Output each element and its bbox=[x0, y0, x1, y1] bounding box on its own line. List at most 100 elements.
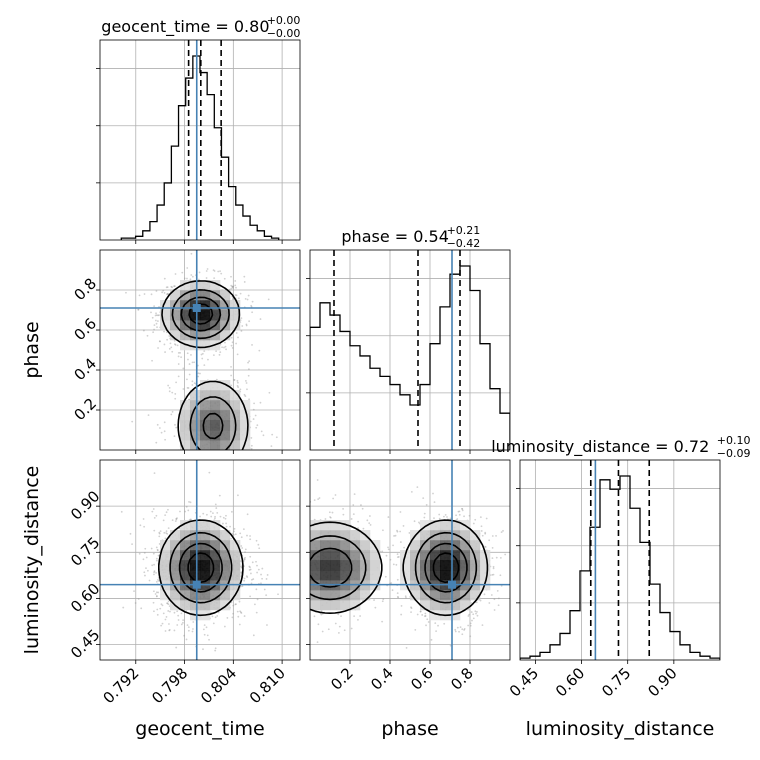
sample-point bbox=[199, 515, 201, 518]
sample-point bbox=[285, 629, 287, 631]
sample-point bbox=[381, 550, 384, 553]
density-cell bbox=[190, 410, 201, 421]
sample-point bbox=[458, 510, 461, 513]
sample-point bbox=[167, 508, 169, 511]
sample-point bbox=[285, 582, 287, 584]
sample-point bbox=[455, 514, 458, 517]
sample-point bbox=[240, 330, 243, 332]
sample-point bbox=[180, 623, 183, 626]
sample-point bbox=[155, 546, 158, 549]
density-cell bbox=[210, 520, 221, 531]
sample-point bbox=[359, 615, 362, 617]
density-cell bbox=[460, 560, 471, 571]
sample-point bbox=[255, 426, 258, 429]
sample-point bbox=[155, 559, 158, 562]
sample-point bbox=[244, 395, 247, 397]
sample-point bbox=[279, 570, 281, 572]
sample-point bbox=[223, 481, 225, 483]
density-cell bbox=[190, 290, 201, 301]
sample-point bbox=[244, 551, 246, 554]
sample-point bbox=[213, 451, 215, 453]
title-upper: +0.00 bbox=[267, 14, 301, 27]
tick-label-luminosity_distance: 0.60 bbox=[67, 580, 103, 616]
sample-point bbox=[167, 600, 170, 603]
sample-point bbox=[240, 545, 243, 547]
sample-point bbox=[214, 487, 216, 489]
sample-point bbox=[191, 630, 194, 633]
sample-point bbox=[184, 510, 187, 513]
density-cell bbox=[420, 590, 431, 601]
sample-point bbox=[304, 566, 306, 568]
grid-0-0 bbox=[96, 40, 300, 244]
sample-point bbox=[295, 593, 297, 595]
sample-point bbox=[459, 626, 462, 629]
axis-label-y-phase: phase bbox=[21, 321, 43, 378]
sample-point bbox=[191, 380, 194, 383]
sample-point bbox=[235, 332, 238, 334]
sample-point bbox=[267, 298, 270, 301]
sample-point bbox=[438, 513, 441, 516]
sample-point bbox=[246, 576, 249, 579]
sample-point bbox=[430, 638, 433, 641]
sample-point bbox=[150, 293, 153, 296]
sample-point bbox=[187, 629, 190, 632]
sample-point bbox=[211, 457, 213, 459]
sample-point bbox=[153, 571, 156, 574]
density-cell bbox=[190, 400, 201, 411]
sample-point bbox=[164, 537, 167, 540]
sample-point bbox=[230, 275, 232, 278]
sample-point bbox=[174, 285, 176, 287]
sample-point bbox=[225, 522, 228, 525]
sample-point bbox=[175, 426, 178, 429]
density-cell bbox=[200, 330, 211, 341]
sample-point bbox=[222, 522, 224, 525]
sample-point bbox=[176, 517, 178, 520]
sample-point bbox=[488, 602, 491, 604]
sample-point bbox=[186, 378, 188, 381]
sample-point bbox=[217, 611, 220, 614]
sample-point bbox=[165, 286, 168, 289]
sample-point bbox=[463, 627, 466, 630]
sample-point bbox=[202, 512, 205, 515]
contour-level-2 bbox=[178, 542, 223, 593]
sample-point bbox=[169, 342, 172, 345]
sample-point bbox=[443, 515, 445, 518]
sample-point bbox=[443, 622, 446, 625]
density-cell bbox=[320, 600, 331, 611]
sample-point bbox=[304, 545, 306, 547]
density-cell bbox=[310, 560, 321, 571]
sample-point bbox=[154, 593, 157, 595]
sample-point bbox=[256, 548, 258, 550]
sample-point bbox=[151, 564, 154, 567]
density-cell bbox=[440, 550, 451, 561]
sample-point bbox=[384, 575, 387, 578]
sample-point bbox=[214, 517, 216, 520]
density-cell bbox=[370, 570, 381, 581]
sample-point bbox=[240, 536, 243, 539]
sample-point bbox=[247, 294, 250, 297]
density-cell bbox=[200, 400, 211, 411]
sample-point bbox=[480, 525, 483, 528]
sample-point bbox=[249, 420, 252, 423]
density-cell bbox=[400, 570, 411, 581]
sample-point bbox=[239, 565, 242, 568]
sample-point bbox=[258, 451, 260, 453]
sample-point bbox=[250, 572, 252, 575]
density-cell bbox=[220, 310, 231, 321]
sample-point bbox=[235, 455, 237, 457]
sample-point bbox=[357, 527, 360, 529]
density-cell bbox=[330, 600, 341, 611]
sample-point bbox=[241, 325, 244, 327]
density-cell bbox=[210, 290, 221, 301]
sample-point bbox=[283, 588, 285, 590]
density-cell bbox=[180, 310, 191, 321]
sample-point bbox=[307, 605, 309, 607]
sample-point bbox=[260, 430, 263, 433]
sample-point bbox=[153, 472, 156, 475]
sample-point bbox=[403, 546, 405, 549]
sample-point bbox=[295, 549, 297, 551]
sample-point bbox=[253, 402, 255, 405]
sample-point bbox=[185, 474, 187, 476]
sample-point bbox=[493, 609, 496, 611]
tick-label-luminosity_distance: 0.60 bbox=[552, 664, 588, 700]
